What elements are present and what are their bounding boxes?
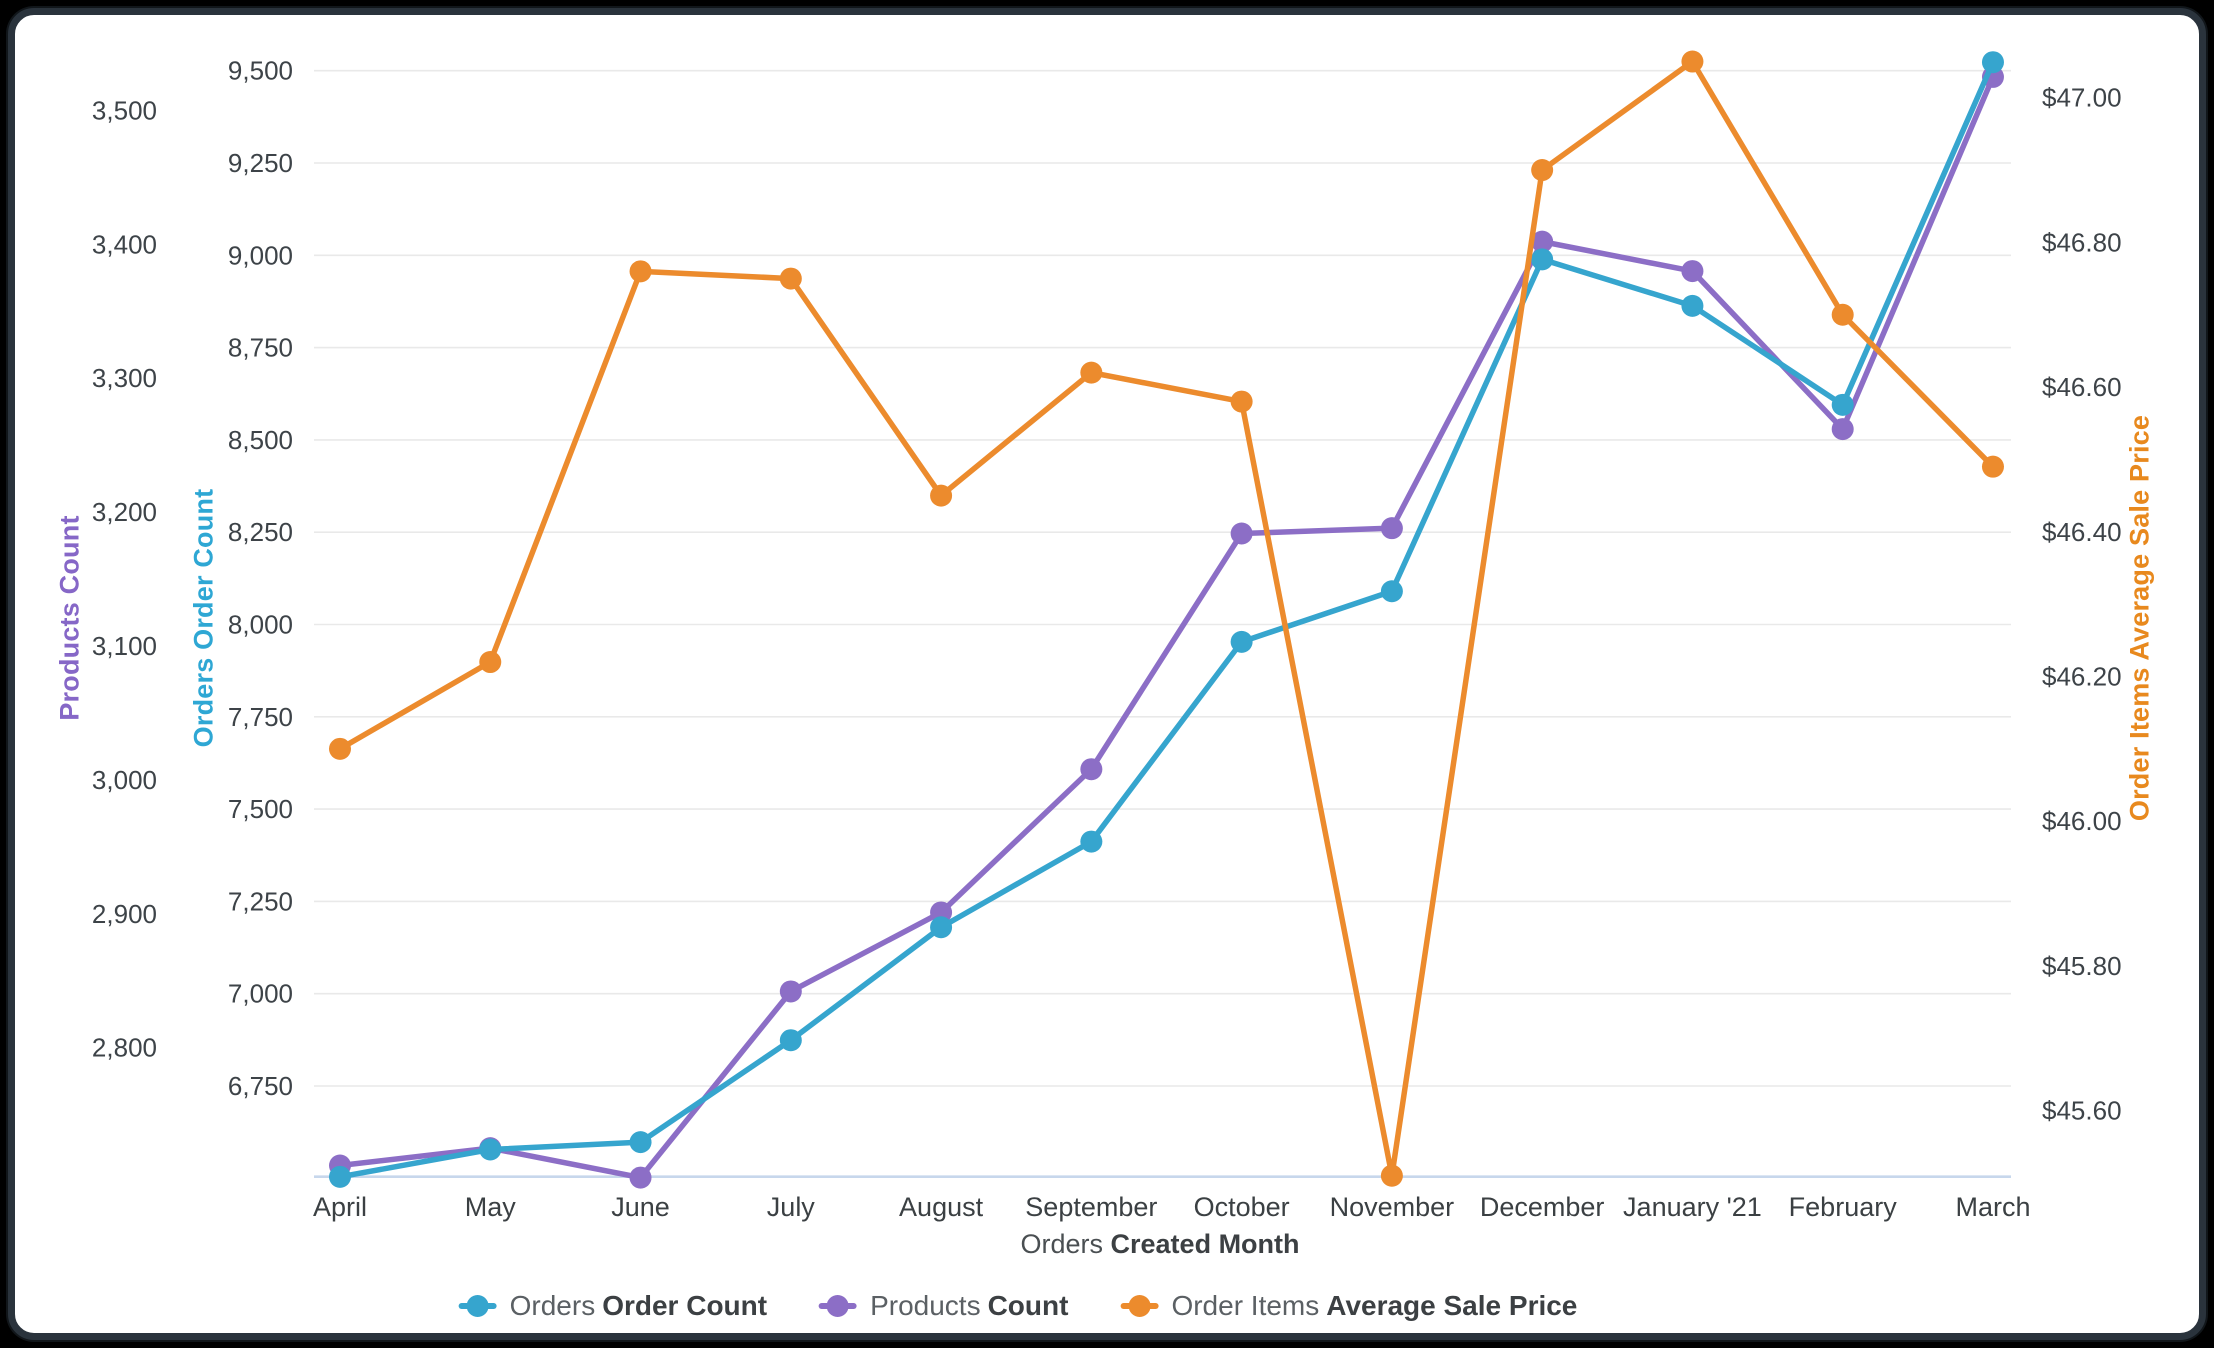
x-tick-label: June [611,1192,670,1222]
y-tick-label-price: $46.00 [2042,806,2122,836]
y-tick-label-orders: 7,500 [228,794,293,824]
x-tick-label: September [1025,1192,1157,1222]
x-tick-label: November [1330,1192,1455,1222]
legend-label-regular: Orders [509,1290,596,1321]
y-tick-label-orders: 8,500 [228,425,293,455]
data-point-orders-order-count-August[interactable] [930,916,953,939]
y-tick-label-orders: 7,000 [228,979,293,1009]
x-tick-label: April [313,1192,367,1222]
y-tick-label-price: $45.60 [2042,1096,2122,1126]
y-tick-label-price: $46.40 [2042,517,2122,547]
legend-label-bold: Average Sale Price [1326,1290,1578,1321]
legend-label-regular: Products [870,1290,981,1321]
data-point-products-count-September[interactable] [1080,758,1103,781]
data-point-products-count-July[interactable] [779,980,802,1003]
y-tick-label-orders: 6,750 [228,1071,293,1101]
y-tick-label-price: $45.80 [2042,951,2122,981]
data-point-products-count-November[interactable] [1380,517,1403,540]
data-point-order-items-average-sale-price-June[interactable] [629,260,652,283]
y-tick-label-orders: 8,250 [228,517,293,547]
y-axis-title-order-items-average-sale-price: Order Items Average Sale Price [2124,414,2155,822]
data-point-order-items-average-sale-price-May[interactable] [479,651,502,674]
y-tick-label-price: $46.80 [2042,227,2122,257]
y-tick-label-price: $46.60 [2042,372,2122,402]
y-tick-label-orders: 7,750 [228,702,293,732]
data-point-order-items-average-sale-price-March[interactable] [1981,455,2004,478]
y-tick-label-orders: 8,000 [228,610,293,640]
y-axis-title-products-count: Products Count [54,515,85,721]
data-point-orders-order-count-April[interactable] [329,1165,351,1188]
y-tick-label-orders: 9,500 [228,56,293,86]
legend-marker-icon [819,1294,858,1318]
data-point-order-items-average-sale-price-August[interactable] [930,484,953,507]
x-tick-label: August [899,1192,984,1222]
y-tick-label-products: 3,000 [92,765,157,795]
legend-item-order-items-average-sale-price[interactable]: Order Items Average Sale Price [1120,1290,1577,1322]
data-point-orders-order-count-December[interactable] [1531,248,1554,271]
series-line-products-count [337,74,1996,1181]
data-point-orders-order-count-May[interactable] [479,1138,502,1161]
legend-label-regular: Order Items [1171,1290,1320,1321]
legend-marker-icon [458,1294,497,1318]
x-tick-label: October [1194,1192,1290,1222]
data-point-order-items-average-sale-price-July[interactable] [779,267,802,290]
legend-item-products-count[interactable]: Products Count [819,1290,1068,1322]
data-point-products-count-January '21[interactable] [1681,260,1704,283]
data-point-order-items-average-sale-price-January '21[interactable] [1681,50,1704,73]
data-point-order-items-average-sale-price-September[interactable] [1080,361,1103,384]
chart-card [8,8,2206,1340]
y-tick-label-orders: 7,250 [228,886,293,916]
data-point-order-items-average-sale-price-October[interactable] [1230,390,1253,413]
y-tick-label-price: $47.00 [2042,83,2122,113]
data-point-orders-order-count-September[interactable] [1080,830,1103,853]
legend-item-orders-order-count[interactable]: Orders Order Count [458,1290,768,1322]
series-line-order-items-average-sale-price [337,58,1996,1179]
x-axis-title: Orders Created Month [1020,1229,1299,1260]
x-tick-label: January '21 [1623,1192,1762,1222]
data-point-products-count-October[interactable] [1230,522,1253,545]
data-point-orders-order-count-November[interactable] [1380,580,1403,603]
data-point-order-items-average-sale-price-February[interactable] [1831,303,1854,326]
y-tick-label-price: $46.20 [2042,662,2122,692]
y-tick-label-orders: 9,250 [228,148,293,178]
data-point-orders-order-count-July[interactable] [779,1029,802,1052]
y-tick-label-products: 3,300 [92,363,157,393]
series-line-orders-order-count [337,59,1996,1180]
y-tick-label-products: 3,100 [92,631,157,661]
legend-label-bold: Order Count [602,1290,768,1321]
y-tick-label-products: 3,500 [92,95,157,125]
y-tick-label-orders: 8,750 [228,333,293,363]
x-tick-label: May [465,1192,517,1222]
data-point-orders-order-count-March[interactable] [1981,51,2004,74]
x-tick-label: February [1789,1192,1898,1222]
x-axis-title-view-name: Orders [1020,1229,1104,1259]
data-point-orders-order-count-January '21[interactable] [1681,294,1704,317]
x-axis-title-field-name: Created Month [1110,1229,1300,1259]
data-point-order-items-average-sale-price-December[interactable] [1531,159,1554,182]
data-point-products-count-February[interactable] [1831,418,1854,441]
y-tick-label-products: 2,900 [92,899,157,929]
x-tick-label: July [767,1192,816,1222]
data-point-orders-order-count-June[interactable] [629,1131,652,1154]
y-axis-title-orders-order-count: Orders Order Count [188,488,219,748]
y-tick-label-products: 2,800 [92,1033,157,1063]
data-point-products-count-June[interactable] [629,1166,652,1189]
chart-legend: Orders Order Count Products Count Order It… [458,1290,1577,1322]
data-point-products-count-December[interactable] [1531,230,1554,253]
y-tick-label-orders: 9,000 [228,240,293,270]
legend-marker-icon [1120,1294,1159,1318]
y-tick-label-products: 3,400 [92,229,157,259]
x-tick-label: December [1480,1192,1605,1222]
legend-label-bold: Count [987,1290,1069,1321]
data-point-order-items-average-sale-price-April[interactable] [329,737,351,760]
x-tick-label: March [1955,1192,2030,1222]
y-tick-label-products: 3,200 [92,497,157,527]
data-point-orders-order-count-October[interactable] [1230,630,1253,653]
data-point-order-items-average-sale-price-November[interactable] [1380,1164,1403,1187]
data-point-orders-order-count-February[interactable] [1831,393,1854,416]
